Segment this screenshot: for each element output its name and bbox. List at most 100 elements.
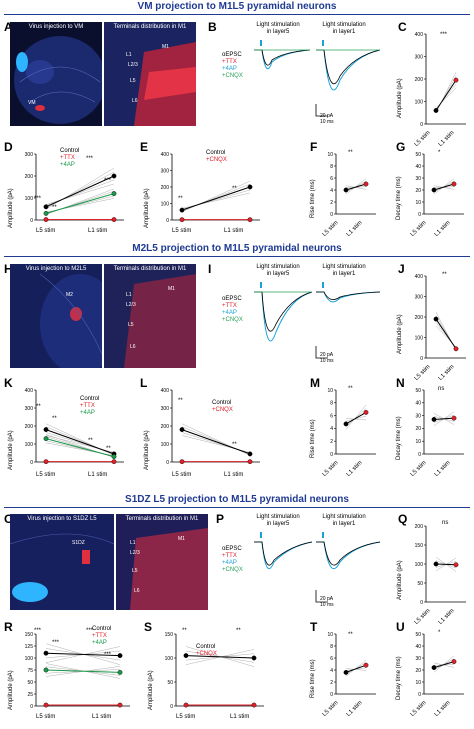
cell-line — [45, 167, 115, 210]
data-point — [363, 662, 369, 668]
x-tick-label: L1 stim — [88, 228, 108, 234]
brain-section-image — [10, 514, 114, 610]
y-tick-label: 0 — [418, 212, 421, 218]
y-tick-label: 400 — [415, 32, 424, 38]
y-tick-label: 75 — [27, 668, 33, 674]
legend-4ap: +4AP — [222, 66, 237, 72]
x-tick-label: L5 stim — [321, 220, 340, 238]
mean-line — [435, 318, 457, 350]
panel-label-s: S — [144, 620, 153, 634]
y-tick-label: 300 — [415, 294, 424, 300]
data-point — [179, 459, 185, 465]
micrograph-s1dz-injection: Virus injection to S1DZ L5 S1DZ — [10, 514, 114, 610]
section-divider — [4, 14, 470, 15]
mean-line — [45, 652, 121, 657]
y-tick-label: 4 — [330, 188, 333, 194]
x-tick-label: L5 stim — [321, 700, 340, 718]
legend-control: Control — [196, 644, 216, 650]
legend-cnqx: +CNQX — [196, 651, 217, 657]
layer-label: L2/3 — [126, 302, 136, 308]
y-tick-label: 100 — [415, 335, 424, 341]
x-tick-label: L5 stim — [409, 460, 428, 478]
mean-line — [433, 183, 455, 191]
data-point — [251, 655, 257, 661]
panel-label-i: I — [208, 262, 212, 276]
y-tick-label: 100 — [415, 562, 424, 568]
terminals-image — [104, 22, 196, 126]
panel-label-e: E — [140, 140, 149, 154]
y-axis-label: Amplitude (pA) — [144, 430, 150, 470]
data-point — [453, 346, 459, 352]
data-point — [433, 108, 439, 113]
significance-label: ** — [232, 442, 237, 448]
legend-4ap: +4AP — [222, 560, 237, 566]
cell-line — [345, 668, 367, 671]
y-tick-label: 100 — [25, 442, 34, 448]
panel-label-t: T — [310, 620, 318, 634]
legend-ttx: +TTX — [222, 59, 237, 65]
significance-label: ** — [348, 632, 353, 638]
significance-label: ** — [52, 205, 57, 211]
panel-label-m: M — [310, 376, 320, 390]
chart-legend: Control +CNQX — [206, 150, 227, 164]
y-tick-label: 300 — [415, 54, 424, 60]
significance-label: ** — [232, 186, 237, 192]
x-tick-label: L5 stim — [409, 700, 428, 718]
layer-label: L1 — [126, 292, 132, 298]
trace-title: Light stimulation in layer5 — [256, 514, 300, 527]
legend-control: Control — [206, 150, 226, 156]
x-tick-label: L1 stim — [88, 472, 108, 478]
y-tick-label: 10 — [415, 200, 421, 206]
terminals-image — [104, 264, 196, 368]
significance-label: ** — [178, 398, 183, 404]
injection-site-annotation: S1DZ — [72, 540, 85, 546]
chart-r: 0 25 50 75 100 125 150 — [25, 632, 130, 710]
data-point — [433, 316, 439, 322]
panel-label-u: U — [396, 620, 405, 634]
scale-bar-label: 20 pA 10 ms — [320, 113, 334, 125]
y-tick-label: 400 — [161, 388, 170, 394]
y-tick-label: 150 — [165, 632, 174, 638]
data-point — [251, 702, 257, 708]
section-title-m2l5: M2L5 projection to M1L5 pyramidal neuron… — [132, 243, 342, 254]
data-point — [343, 670, 349, 675]
x-tick-label: L1 stim — [433, 460, 452, 478]
layer-label: L1 — [130, 540, 136, 546]
cell-line — [433, 662, 455, 668]
y-tick-label: 20 — [415, 668, 421, 674]
panel-label-j: J — [398, 262, 405, 276]
y-tick-label: 40 — [415, 401, 421, 407]
data-point — [43, 427, 49, 432]
data-point — [179, 217, 185, 223]
y-tick-label: 150 — [25, 632, 34, 638]
mean-line — [45, 669, 121, 673]
y-tick-label: 0 — [30, 218, 33, 224]
data-point — [43, 702, 49, 708]
y-tick-label: 200 — [25, 424, 34, 430]
data-point — [247, 451, 253, 457]
panel-label-g: G — [396, 140, 406, 154]
trace-title: Light stimulation in layer5 — [256, 22, 300, 35]
y-tick-label: 0 — [30, 460, 33, 466]
micrograph-caption: Terminals distribution in M1 — [113, 266, 187, 272]
y-tick-label: 4 — [330, 668, 333, 674]
data-point — [247, 459, 253, 465]
data-point — [431, 417, 437, 422]
chart-legend: Control +TTX +4AP — [80, 396, 99, 417]
data-point — [363, 181, 369, 187]
y-tick-label: 125 — [25, 644, 34, 650]
brain-section-image — [10, 264, 102, 368]
y-axis-label: Amplitude (pA) — [397, 560, 403, 600]
cell-line — [45, 183, 115, 205]
x-tick-label: L5 stim — [172, 472, 192, 478]
y-tick-label: 300 — [161, 406, 170, 412]
y-tick-label: 400 — [415, 274, 424, 280]
legend-cnqx: +CNQX — [222, 567, 243, 573]
y-tick-label: 4 — [330, 426, 333, 432]
panel-label-d: D — [4, 140, 13, 154]
y-tick-label: 25 — [27, 692, 33, 698]
injection-site-annotation: M2 — [66, 292, 73, 298]
scale-bar-label: 20 pA 10 ms — [320, 352, 334, 364]
significance-label: * — [438, 150, 441, 156]
y-tick-label: 6 — [330, 413, 333, 419]
